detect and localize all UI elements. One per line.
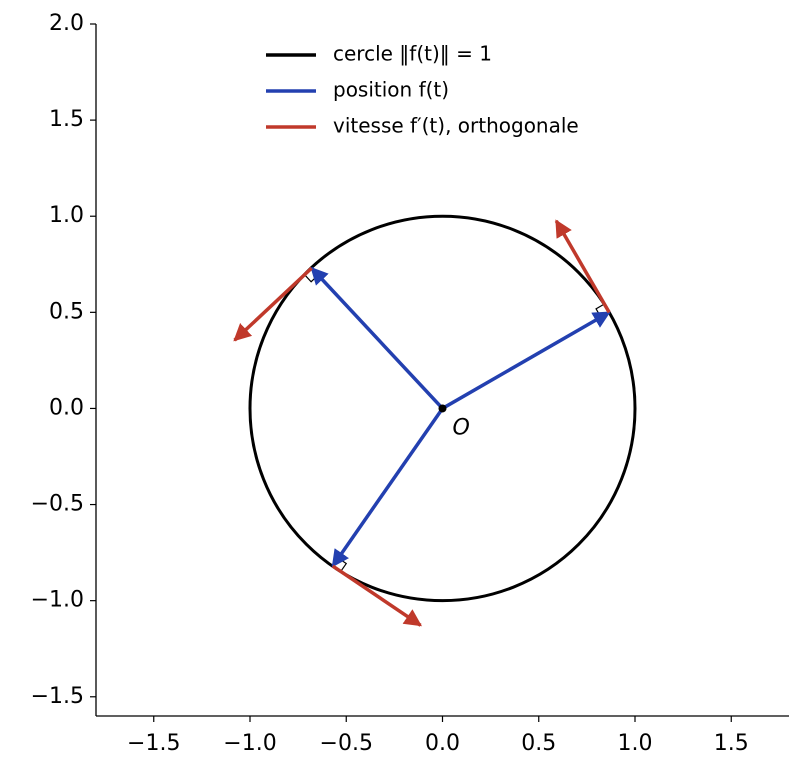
y-tick-label: 0.5 [49, 299, 84, 324]
legend-label: vitesse f′(t), orthogonale [333, 114, 579, 138]
velocity-vector [331, 564, 423, 627]
origin-label: O [453, 415, 470, 440]
y-tick-label: −1.5 [31, 684, 84, 709]
position-vector [441, 310, 611, 410]
unit-circle [248, 214, 637, 603]
y-tick-label: 2.0 [49, 11, 84, 36]
x-tick-label: 1.5 [714, 731, 749, 756]
y-tick-label: 1.5 [49, 107, 84, 132]
right-angle [304, 274, 319, 283]
origin [438, 404, 447, 413]
x-tick-label: 0.5 [521, 731, 556, 756]
x-tick-label: 1.0 [618, 731, 653, 756]
x-tick-label: 0.0 [425, 731, 460, 756]
legend-label: position f(t) [333, 78, 449, 102]
x-tick-label: −0.5 [320, 731, 373, 756]
x-tick-label: −1.5 [127, 731, 180, 756]
position-vector [310, 266, 444, 410]
velocity-vector [233, 266, 313, 342]
legend-label: cercle ‖f(t)‖ = 1 [333, 42, 492, 66]
velocity-vector [554, 219, 611, 314]
y-tick-label: 0.0 [49, 395, 84, 420]
position-vector [331, 407, 444, 568]
y-tick-label: −1.0 [31, 588, 84, 613]
y-tick-label: 1.0 [49, 203, 84, 228]
y-tick-label: −0.5 [31, 492, 84, 517]
x-tick-label: −1.0 [223, 731, 276, 756]
